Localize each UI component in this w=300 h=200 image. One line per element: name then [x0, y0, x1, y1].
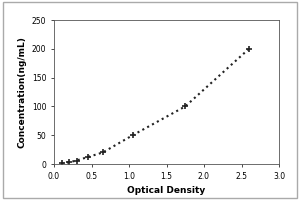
X-axis label: Optical Density: Optical Density	[128, 186, 206, 195]
Y-axis label: Concentration(ng/mL): Concentration(ng/mL)	[17, 36, 26, 148]
